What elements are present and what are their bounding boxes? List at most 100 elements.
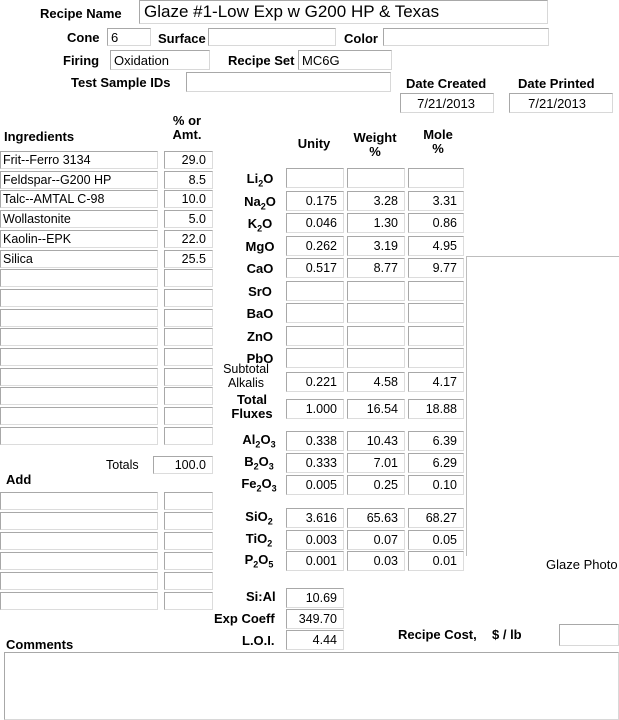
oxide-unity-cell: 0.001 [286,551,344,571]
add-name-cell[interactable] [0,532,158,550]
firing-label: Firing [63,53,100,68]
oxide-mole-cell [408,348,464,368]
oxide-unity-cell: 0.338 [286,431,344,451]
oxide-weight-cell: 10.43 [347,431,405,451]
oxide-mole-cell [408,280,464,301]
ingredient-amount-cell[interactable]: 10.0 [164,190,213,209]
recipe-set-field[interactable]: MC6G [298,50,392,70]
unity-header: Unity [297,136,331,151]
glaze-photo-label: Glaze Photo [546,557,618,572]
oxide-subscript-2: 5 [268,559,274,570]
oxide-unity-cell: 0.175 [286,190,344,211]
oxide-subscript: 2 [253,461,259,472]
oxide-unity-cell: 0.333 [286,453,344,473]
ingredient-name-cell[interactable] [0,308,158,327]
oxide-label: PbO [230,351,290,369]
ingredient-name-cell[interactable] [0,348,158,366]
ingredient-amount-cell[interactable] [164,426,213,445]
ingredient-amount-cell[interactable] [164,407,213,426]
ingredient-name-cell[interactable] [0,426,158,445]
oxide-symbol: Li [246,171,259,186]
ingredient-amount-cell[interactable] [164,288,213,307]
cone-field[interactable]: 6 [107,28,151,46]
oxide-weight-cell: 3.28 [347,190,405,211]
recipe-name-field[interactable]: Glaze #1-Low Exp w G200 HP & Texas [139,0,548,24]
glaze-photo-border-left [466,256,467,556]
surface-field[interactable] [208,28,336,46]
oxide-mole-cell: 9.77 [408,258,464,278]
ingredient-name-cell[interactable] [0,387,158,406]
oxide-subscript-2: 3 [268,461,274,472]
add-amount-cell[interactable] [164,552,213,570]
oxide-mole-cell: 6.39 [408,431,464,451]
date-created-field[interactable]: 7/21/2013 [400,93,494,113]
ingredient-amount-cell[interactable] [164,387,213,406]
add-amount-cell[interactable] [164,532,213,550]
oxide-mole-cell: 4.95 [408,235,464,256]
test-ids-field[interactable] [186,72,391,92]
add-amount-cell[interactable] [164,512,213,530]
add-amount-cell[interactable] [164,492,213,510]
ingredient-name-cell[interactable] [0,367,158,386]
si-al-label: Si:Al [246,589,276,604]
oxide-unity-cell: 0.262 [286,235,344,256]
color-field[interactable] [383,28,549,46]
recipe-cost-label: Recipe Cost, [398,627,477,642]
recipe-name-label: Recipe Name [40,6,122,21]
oxide-weight-cell: 0.03 [347,551,405,571]
oxide-mole-cell: 0.05 [408,530,464,550]
ingredient-name-cell[interactable]: Feldspar--G200 HP [0,170,158,189]
oxide-unity-cell [286,280,344,301]
oxide-unity-cell [286,348,344,368]
ingredient-name-cell[interactable] [0,269,158,288]
add-amount-cell[interactable] [164,572,213,590]
ingredient-name-cell[interactable]: Silica [0,249,158,268]
ingredient-name-cell[interactable]: Talc--AMTAL C-98 [0,190,158,209]
add-name-cell[interactable] [0,552,158,570]
date-printed-label: Date Printed [518,76,595,91]
oxide-unity-cell: 0.005 [286,475,344,495]
ingredient-name-cell[interactable]: Kaolin--EPK [0,229,158,248]
add-name-cell[interactable] [0,512,158,530]
oxide-symbol: SiO [245,509,268,524]
ingredient-amount-cell[interactable] [164,308,213,327]
date-printed-field[interactable]: 7/21/2013 [509,93,613,113]
ingredient-amount-cell[interactable] [164,269,213,288]
oxide-label: K2O [230,216,290,234]
add-name-cell[interactable] [0,492,158,510]
ingredient-amount-cell[interactable]: 8.5 [164,170,213,189]
ingredient-amount-cell[interactable] [164,328,213,347]
firing-field[interactable]: Oxidation [110,50,210,70]
ingredient-amount-cell[interactable] [164,348,213,366]
oxide-mole-cell: 3.31 [408,190,464,211]
oxide-subscript-2: 3 [271,483,277,494]
add-amount-cell[interactable] [164,592,213,610]
oxide-symbol: SrO [248,283,272,299]
recipe-cost-field[interactable] [559,624,619,646]
total-mole: 18.88 [408,399,464,419]
ingredient-amount-cell[interactable]: 5.0 [164,210,213,229]
surface-label: Surface [158,31,206,46]
date-created-value: 7/21/2013 [417,96,475,111]
comments-field[interactable] [4,652,619,720]
mole-header-line1: Mole [423,127,453,142]
ingredient-amount-cell[interactable]: 25.5 [164,249,213,268]
oxide-tail: O [262,216,273,231]
ingredient-amount-cell[interactable] [164,367,213,386]
ingredient-amount-cell[interactable]: 22.0 [164,229,213,248]
ingredient-name-cell[interactable] [0,288,158,307]
exp-coeff-label: Exp Coeff [214,611,275,626]
ingredient-name-cell[interactable]: Wollastonite [0,210,158,229]
add-name-cell[interactable] [0,572,158,590]
ingredient-name-cell[interactable] [0,328,158,347]
oxide-tail: O [263,171,274,186]
oxide-subscript-2: 3 [270,439,276,450]
oxide-label: TiO2 [229,531,289,549]
oxide-unity-cell [286,303,344,323]
total-unity: 1.000 [286,399,344,419]
add-name-cell[interactable] [0,592,158,610]
oxide-symbol: K [247,216,258,231]
ingredient-amount-cell[interactable]: 29.0 [164,151,213,169]
ingredient-name-cell[interactable] [0,407,158,426]
ingredient-name-cell[interactable]: Frit--Ferro 3134 [0,151,158,169]
